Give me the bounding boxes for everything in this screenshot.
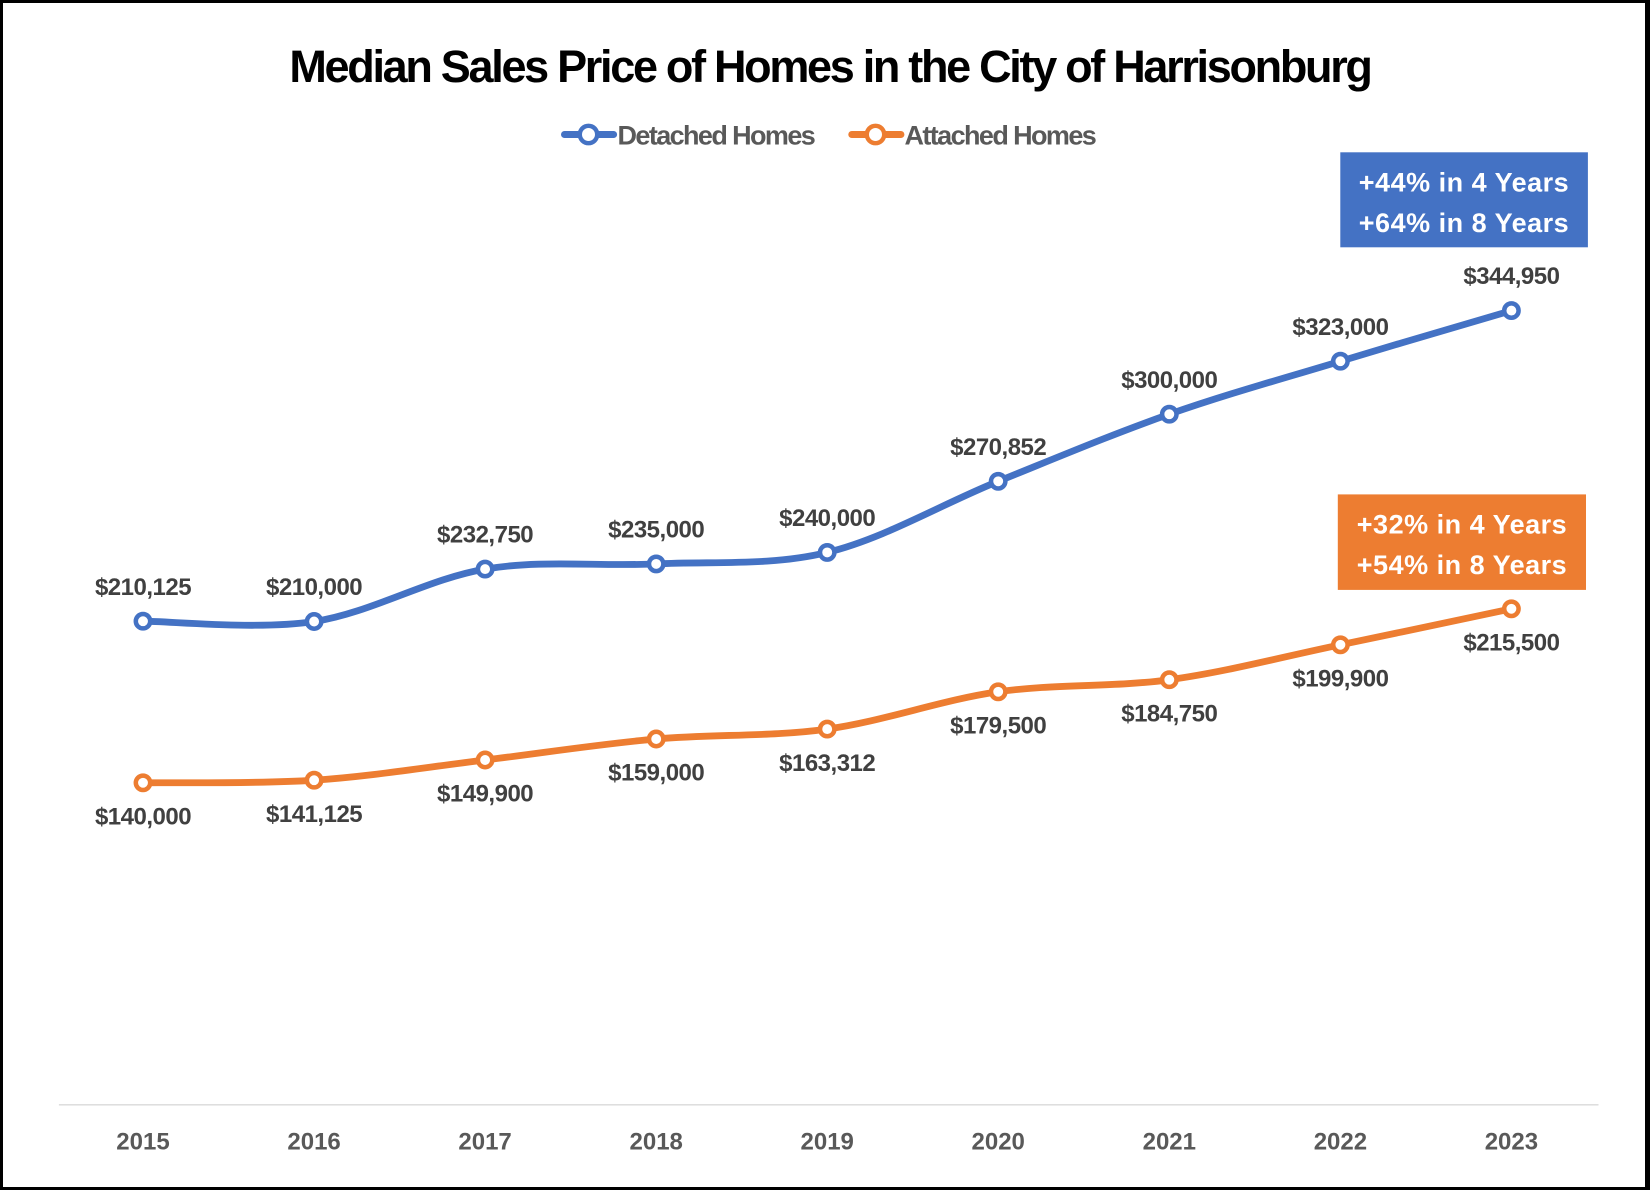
svg-text:$149,900: $149,900 (437, 781, 533, 808)
svg-text:$179,500: $179,500 (950, 713, 1046, 740)
svg-text:$199,900: $199,900 (1292, 666, 1388, 693)
svg-text:2016: 2016 (287, 1129, 340, 1156)
svg-text:$270,852: $270,852 (950, 434, 1046, 461)
svg-text:2023: 2023 (1485, 1129, 1538, 1156)
svg-text:2020: 2020 (972, 1129, 1025, 1156)
svg-text:$141,125: $141,125 (266, 801, 362, 828)
svg-text:$235,000: $235,000 (608, 517, 704, 544)
svg-text:$300,000: $300,000 (1121, 367, 1217, 394)
svg-text:$323,000: $323,000 (1292, 314, 1388, 341)
svg-text:2019: 2019 (801, 1129, 854, 1156)
svg-text:Detached Homes: Detached Homes (618, 120, 815, 150)
svg-text:+54% in 8 Years: +54% in 8 Years (1357, 550, 1567, 580)
svg-text:$210,125: $210,125 (95, 574, 191, 601)
svg-text:+44% in 4 Years: +44% in 4 Years (1359, 168, 1569, 198)
svg-text:2015: 2015 (116, 1129, 169, 1156)
svg-text:Median Sales Price of Homes in: Median Sales Price of Homes in the City … (289, 41, 1370, 92)
svg-text:+32% in 4 Years: +32% in 4 Years (1357, 510, 1567, 540)
svg-text:$210,000: $210,000 (266, 574, 362, 601)
svg-text:$159,000: $159,000 (608, 760, 704, 787)
svg-text:2021: 2021 (1143, 1129, 1196, 1156)
svg-text:+64% in 8 Years: +64% in 8 Years (1359, 208, 1569, 238)
svg-text:2022: 2022 (1314, 1129, 1367, 1156)
svg-text:$344,950: $344,950 (1463, 263, 1559, 290)
svg-text:2017: 2017 (458, 1129, 511, 1156)
svg-text:$215,500: $215,500 (1463, 630, 1559, 657)
svg-text:Attached Homes: Attached Homes (905, 120, 1096, 150)
svg-text:$240,000: $240,000 (779, 505, 875, 532)
svg-text:2018: 2018 (630, 1129, 683, 1156)
svg-text:$184,750: $184,750 (1121, 700, 1217, 727)
svg-text:$163,312: $163,312 (779, 750, 875, 777)
svg-text:$232,750: $232,750 (437, 522, 533, 549)
svg-text:$140,000: $140,000 (95, 804, 191, 831)
